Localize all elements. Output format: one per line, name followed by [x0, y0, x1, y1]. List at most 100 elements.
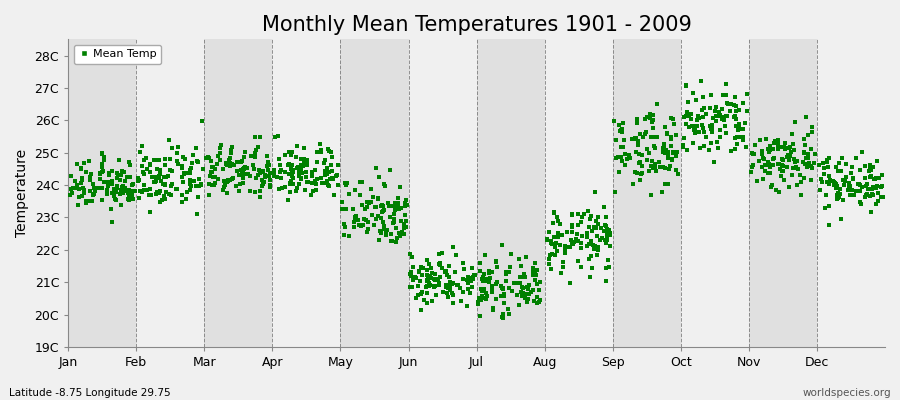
Point [852, 199, 867, 206]
Point [590, 221, 605, 228]
Point [574, 219, 589, 225]
Point [120, 174, 134, 180]
Point [310, 148, 325, 155]
Point [227, 162, 241, 168]
Point [355, 201, 369, 208]
Point [305, 172, 320, 179]
Point [497, 299, 511, 306]
Point [582, 256, 597, 262]
Point [183, 181, 197, 187]
Point [763, 164, 778, 170]
Point [95, 161, 110, 167]
Point [733, 123, 747, 129]
Point [360, 204, 374, 211]
Point [317, 160, 331, 166]
Point [124, 192, 139, 198]
Point [327, 192, 341, 198]
Point [720, 101, 734, 108]
Point [648, 161, 662, 167]
Point [868, 176, 882, 182]
Point [846, 175, 860, 181]
Point [122, 187, 136, 193]
Point [177, 170, 192, 177]
Point [667, 120, 681, 127]
Point [515, 292, 529, 299]
Point [813, 186, 827, 193]
Point [656, 144, 670, 151]
Point [300, 162, 314, 168]
Point [866, 164, 880, 170]
Point [123, 162, 138, 168]
Point [224, 149, 238, 156]
Point [656, 143, 670, 150]
Point [515, 284, 529, 290]
Point [202, 155, 216, 162]
Point [547, 208, 562, 215]
Point [622, 155, 636, 161]
Point [644, 134, 658, 141]
Point [661, 151, 675, 158]
Point [866, 192, 880, 198]
Point [455, 289, 470, 295]
Point [464, 278, 479, 285]
Point [158, 181, 173, 188]
Point [865, 186, 879, 192]
Point [851, 181, 866, 188]
Point [476, 278, 491, 284]
Point [443, 283, 457, 289]
Point [321, 182, 336, 188]
Point [580, 234, 594, 241]
Point [841, 187, 855, 194]
Point [548, 251, 562, 258]
Point [610, 154, 625, 161]
Point [122, 193, 136, 200]
Point [212, 150, 227, 156]
Point [822, 222, 836, 228]
Point [633, 176, 647, 183]
Point [788, 156, 802, 162]
Point [396, 230, 410, 237]
Point [708, 118, 723, 125]
Point [555, 258, 570, 265]
Point [455, 276, 470, 282]
Point [122, 190, 136, 196]
Point [643, 168, 657, 174]
Point [819, 156, 833, 163]
Point [861, 168, 876, 175]
Point [483, 274, 498, 281]
Point [156, 180, 170, 187]
Point [616, 136, 631, 143]
Point [443, 287, 457, 294]
Point [527, 260, 542, 266]
Point [847, 191, 861, 198]
Point [694, 78, 708, 85]
Point [318, 170, 332, 177]
Point [732, 120, 746, 127]
Point [284, 178, 298, 184]
Point [232, 172, 247, 178]
Point [441, 294, 455, 300]
Point [133, 188, 148, 194]
Point [550, 213, 564, 220]
Point [263, 170, 277, 176]
Point [728, 123, 742, 130]
Point [518, 295, 532, 301]
Point [704, 92, 718, 98]
Point [818, 204, 832, 211]
Point [800, 164, 814, 170]
Point [738, 120, 752, 126]
Point [876, 183, 890, 189]
Point [238, 166, 252, 172]
Point [762, 148, 777, 155]
Point [391, 200, 405, 206]
Point [829, 181, 843, 187]
Point [729, 116, 743, 122]
Point [251, 167, 266, 173]
Point [364, 199, 378, 206]
Point [717, 122, 732, 129]
Point [706, 159, 721, 166]
Point [863, 167, 878, 173]
Point [284, 162, 298, 169]
Point [428, 271, 442, 277]
Point [388, 207, 402, 213]
